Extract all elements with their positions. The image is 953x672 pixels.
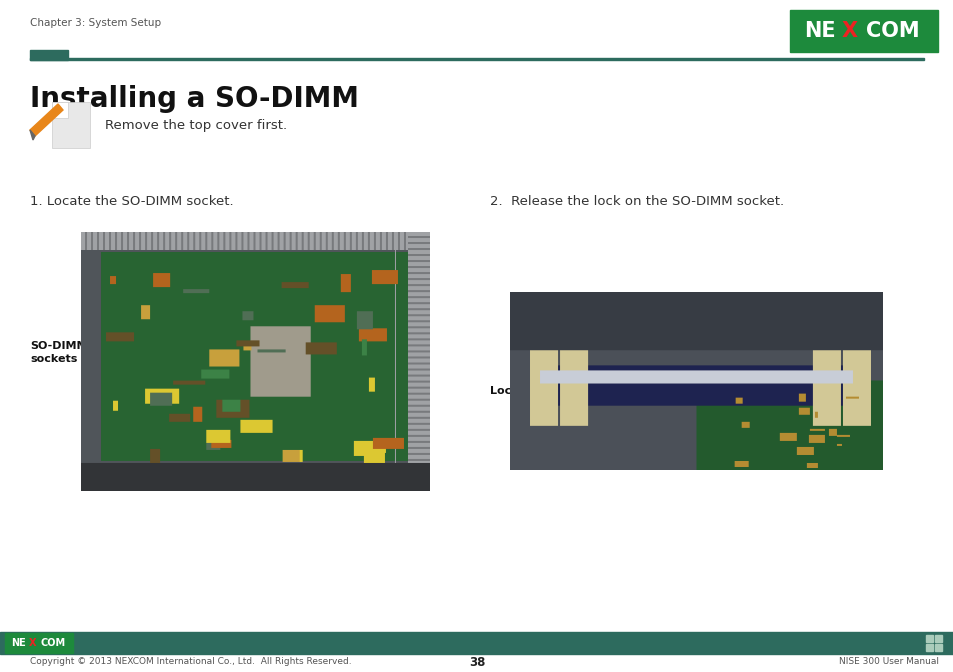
Text: Installing a SO-DIMM: Installing a SO-DIMM xyxy=(30,85,358,113)
Text: Remove the top cover first.: Remove the top cover first. xyxy=(105,118,287,132)
Bar xyxy=(925,635,932,642)
Bar xyxy=(925,644,932,651)
Bar xyxy=(52,102,90,148)
Text: SO-DIMM
sockets: SO-DIMM sockets xyxy=(30,341,88,364)
Bar xyxy=(0,632,953,654)
Bar xyxy=(5,633,73,653)
Bar xyxy=(934,644,941,651)
Bar xyxy=(934,635,941,642)
Bar xyxy=(30,58,923,60)
Text: NE: NE xyxy=(11,638,27,648)
Text: Lock: Lock xyxy=(490,386,518,396)
Bar xyxy=(789,10,937,52)
Text: 1. Locate the SO-DIMM socket.: 1. Locate the SO-DIMM socket. xyxy=(30,195,233,208)
Text: COM: COM xyxy=(40,638,66,648)
Text: X: X xyxy=(841,21,857,41)
Text: 2.  Release the lock on the SO-DIMM socket.: 2. Release the lock on the SO-DIMM socke… xyxy=(490,195,783,208)
Bar xyxy=(52,102,68,118)
Text: NISE 300 User Manual: NISE 300 User Manual xyxy=(838,657,938,667)
Polygon shape xyxy=(30,104,63,136)
Text: 38: 38 xyxy=(468,655,485,669)
Bar xyxy=(30,50,68,60)
Text: COM: COM xyxy=(865,21,919,41)
Text: NE: NE xyxy=(803,21,835,41)
Text: Chapter 3: System Setup: Chapter 3: System Setup xyxy=(30,18,161,28)
Polygon shape xyxy=(30,130,35,140)
Text: X: X xyxy=(30,638,37,648)
Text: Copyright © 2013 NEXCOM International Co., Ltd.  All Rights Reserved.: Copyright © 2013 NEXCOM International Co… xyxy=(30,657,352,667)
